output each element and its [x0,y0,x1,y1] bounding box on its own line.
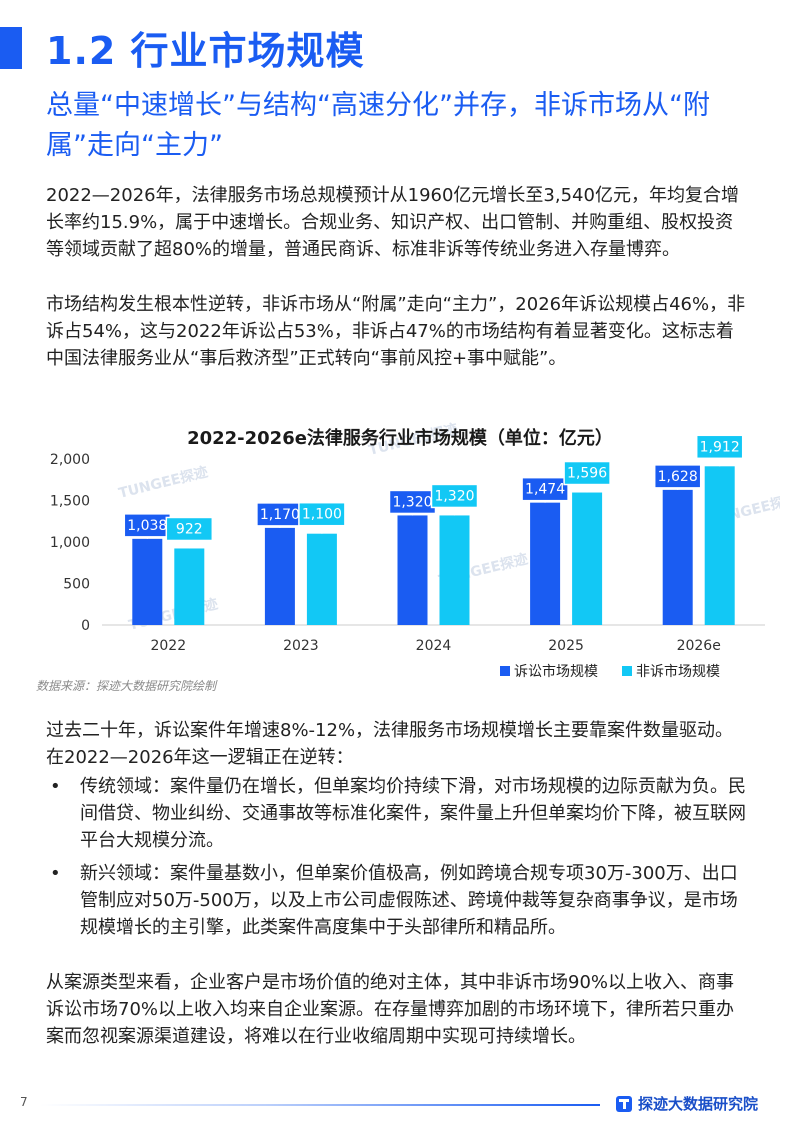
y-tick-label: 1,000 [50,535,90,551]
bullet-text: 传统领域：案件量仍在增长，但单案均价持续下滑，对市场规模的边际贡献为负。民间借贷… [80,776,746,851]
data-label-box [298,501,346,527]
bar-non-litigation [439,515,470,625]
bar-non-litigation [572,492,603,625]
y-tick-label: 0 [81,618,90,634]
data-label: 1,628 [658,469,698,485]
legend-label: 非诉市场规模 [636,663,720,680]
bullet-list: • 传统领域：案件量仍在增长，但单案均价持续下滑，对市场规模的边际贡献为负。民间… [46,773,746,947]
legend-label: 诉讼市场规模 [514,663,598,680]
data-label-box [563,460,611,486]
x-tick-label: 2022 [150,638,186,654]
title-accent-bar [0,27,22,69]
data-label-box [165,516,214,542]
data-label: 1,320 [434,488,474,504]
data-label: 1,596 [567,466,607,482]
data-label: 1,038 [127,518,167,534]
x-tick-label: 2023 [283,638,319,654]
y-tick-label: 2,000 [50,452,90,468]
bullet-icon: • [50,863,61,884]
market-size-chart: TUNGEE探迹 TUNGEE探迹 TUNGEE探迹 TUNGEE探迹 TUNGEE探迹… [20,415,780,705]
list-item: • 新兴领域：案件量基数小，但单案价值极高，例如跨境合规专项30万-300万、出… [46,860,746,941]
data-label: 1,170 [260,507,300,523]
footer-brand: 探迹大数据研究院 [615,1093,758,1114]
data-label: 1,474 [525,482,565,498]
bar-litigation [264,527,295,625]
data-label: 1,320 [392,494,432,510]
bar-litigation [662,489,693,625]
x-tick-label: 2025 [548,638,584,654]
data-label-box [521,476,569,502]
y-tick-label: 500 [63,577,90,593]
data-label: 1,100 [302,507,342,523]
y-tick-label: 1,500 [50,494,90,510]
paragraph-market-structure: 市场结构发生根本性逆转，非诉市场从“附属”走向“主力”，2026年诉讼规模占46… [46,294,746,369]
bar-litigation [132,538,163,625]
bar-litigation [530,502,561,625]
bar-litigation [397,515,428,625]
data-label-box [695,434,744,460]
legend-swatch [622,666,632,676]
paragraph-market-total: 2022—2026年，法律服务市场总规模预计从1960亿元增长至3,540亿元，… [46,185,739,260]
x-tick-label: 2024 [416,638,452,654]
page-title: 1.2 行业市场规模 [46,29,365,73]
bullet-icon: • [50,776,61,797]
footer-brand-text: 探迹大数据研究院 [637,1095,758,1113]
page-subtitle: 总量“中速增长”与结构“高速分化”并存，非诉市场从“附属”走向“主力” [46,90,710,161]
data-label-box [653,464,702,489]
chart-svg: TUNGEE探迹TUNGEE探迹TUNGEE探迹TUNGEE探迹TUNGEE探迹… [50,420,780,680]
chart-title: 2022-2026e法律服务行业市场规模（单位：亿元） [187,427,613,449]
list-item: • 传统领域：案件量仍在增长，但单案均价持续下滑，对市场规模的边际贡献为负。民间… [46,773,746,854]
data-label-box [430,483,479,509]
footer-divider [40,1104,600,1106]
bar-non-litigation [174,548,205,625]
data-source-note: 数据来源：探迹大数据研究院绘制 [36,679,217,693]
bullet-text: 新兴领域：案件量基数小，但单案价值极高，例如跨境合规专项30万-300万、出口管… [80,863,738,938]
brand-logo-icon [615,1095,632,1112]
page-number: 7 [20,1095,28,1109]
paragraph-case-drivers: 过去二十年，诉讼案件年增速8%-12%，法律服务市场规模增长主要靠案件数量驱动。… [46,720,734,768]
data-label: 1,912 [700,439,740,455]
legend-swatch [500,666,510,676]
paragraph-client-sources: 从案源类型来看，企业客户是市场价值的绝对主体，其中非诉市场90%以上收入、商事诉… [46,972,735,1047]
x-tick-label: 2026e [677,638,721,654]
data-label: 922 [176,521,203,537]
watermark-text: TUNGEE探迹 [117,463,210,502]
bar-non-litigation [306,533,337,625]
bar-non-litigation [704,466,735,625]
